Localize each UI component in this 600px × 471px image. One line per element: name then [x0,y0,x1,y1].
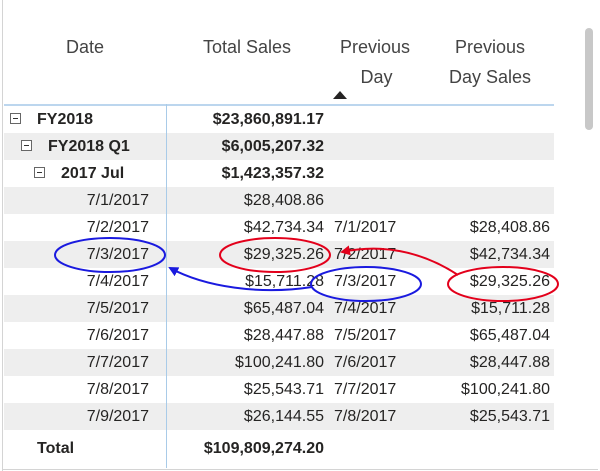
header-previous-day-sales[interactable]: Previous Day Sales [438,32,542,92]
header-date[interactable]: Date [50,32,120,62]
header-previous-day-sales-line2: Day Sales [448,67,532,87]
row-previous-day-sales: $42,734.34 [469,246,550,263]
table-row: 7/9/2017 $26,144.55 7/8/2017 $25,543.71 [4,403,554,430]
header-date-label: Date [65,37,105,57]
group-total-month: $1,423,357.32 [221,165,324,182]
header-divider [4,104,554,106]
collapse-month-icon[interactable] [34,167,45,178]
table-row: 7/1/2017 $28,408.86 [4,187,554,214]
row-total-sales: $65,487.04 [243,300,324,317]
annotation-ellipse-total-sales [219,237,331,273]
visual-border-bottom [2,469,598,470]
row-date: 7/5/2017 [86,300,149,317]
group-row-fy: FY2018 $23,860,891.17 [4,106,554,133]
header-previous-day-line2: Day [360,67,393,87]
row-previous-day: 7/1/2017 [334,219,397,236]
total-row: Total $109,809,274.20 [4,434,554,464]
row-previous-day-sales: $29,325.26 [469,273,550,290]
group-row-quarter: FY2018 Q1 $6,005,207.32 [4,133,554,160]
row-previous-day-sales: $25,543.71 [469,408,550,425]
group-total-quarter: $6,005,207.32 [221,138,324,155]
row-previous-day: 7/7/2017 [334,381,397,398]
row-total-sales: $26,144.55 [243,408,324,425]
total-label: Total [37,440,75,457]
annotation-ellipse-previous-day-sales [447,266,559,302]
annotation-arrow-blue [168,267,313,292]
row-total-sales: $28,408.86 [243,192,324,209]
group-row-month: 2017 Jul $1,423,357.32 [4,160,554,187]
row-previous-day-sales: $65,487.04 [469,327,550,344]
row-previous-day-sales: $15,711.28 [471,300,550,317]
row-date: 7/7/2017 [86,354,149,371]
table-row: 7/5/2017 $65,487.04 7/4/2017 $15,711.28 [4,295,554,322]
row-date: 7/2/2017 [86,219,149,236]
row-total-sales: $29,325.26 [243,246,324,263]
row-previous-day: 7/3/2017 [334,273,397,290]
annotation-arrow-red [340,245,459,276]
row-date: 7/9/2017 [86,408,149,425]
vertical-scrollbar[interactable] [585,28,593,130]
group-label-quarter: FY2018 Q1 [48,138,130,155]
sort-ascending-icon[interactable] [333,91,347,99]
row-previous-day-sales: $28,408.86 [469,219,550,236]
row-previous-day: 7/8/2017 [334,408,397,425]
row-total-sales: $100,241.80 [235,354,324,371]
table-row: 7/8/2017 $25,543.71 7/7/2017 $100,241.80 [4,376,554,403]
group-label-month: 2017 Jul [61,165,125,182]
group-total-fy: $23,860,891.17 [212,111,324,128]
row-header-column-divider [166,104,167,468]
row-date: 7/1/2017 [86,192,149,209]
group-label-fy: FY2018 [37,111,94,128]
header-previous-day[interactable]: Previous Day [326,32,424,92]
annotation-ellipse-previous-day [310,266,422,302]
header-previous-day-sales-line1: Previous [454,37,526,57]
header-total-sales[interactable]: Total Sales [186,32,308,62]
collapse-fy-icon[interactable] [10,113,21,124]
row-total-sales: $28,447.88 [243,327,324,344]
row-total-sales: $25,543.71 [243,381,324,398]
row-previous-day-sales: $28,447.88 [469,354,550,371]
table-row: 7/4/2017 $15,711.28 7/3/2017 $29,325.26 [4,268,554,295]
row-previous-day-sales: $100,241.80 [461,381,550,398]
row-total-sales: $42,734.34 [243,219,324,236]
annotation-ellipse-date [54,237,166,273]
row-date: 7/4/2017 [86,273,149,290]
table-row: 7/6/2017 $28,447.88 7/5/2017 $65,487.04 [4,322,554,349]
table-row: 7/3/2017 $29,325.26 7/2/2017 $42,734.34 [4,241,554,268]
row-previous-day: 7/6/2017 [334,354,397,371]
table-row: 7/7/2017 $100,241.80 7/6/2017 $28,447.88 [4,349,554,376]
collapse-quarter-icon[interactable] [21,140,32,151]
row-total-sales: $15,711.28 [245,273,324,290]
header-previous-day-line1: Previous [339,37,411,57]
row-previous-day: 7/4/2017 [334,300,397,317]
row-date: 7/8/2017 [86,381,149,398]
row-date: 7/3/2017 [86,246,149,263]
row-previous-day: 7/5/2017 [334,327,397,344]
header-total-sales-label: Total Sales [202,37,292,57]
row-date: 7/6/2017 [86,327,149,344]
table-row: 7/2/2017 $42,734.34 7/1/2017 $28,408.86 [4,214,554,241]
total-total-sales: $109,809,274.20 [203,440,324,457]
visual-border-left [2,0,3,471]
